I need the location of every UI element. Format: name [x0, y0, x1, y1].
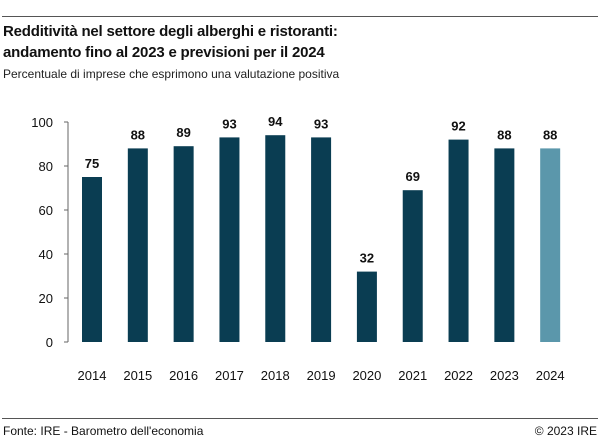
- value-labels: 75 88 89 93 94 93 32 69 92 88 88: [85, 114, 558, 265]
- bottom-rule: [2, 418, 598, 419]
- x-tick-label-2022: 2022: [444, 368, 473, 383]
- y-tick-label: 80: [39, 159, 53, 174]
- x-tick-label-2016: 2016: [169, 368, 198, 383]
- chart-title: Redditività nel settore degli alberghi e…: [3, 21, 338, 63]
- x-tick-label-2014: 2014: [78, 368, 107, 383]
- bar-2021: [402, 190, 423, 342]
- y-tick-label: 40: [39, 247, 53, 262]
- y-tick-label: 60: [39, 203, 53, 218]
- bar-2019: [311, 137, 332, 342]
- value-label-2014: 75: [85, 156, 99, 171]
- chart-subtitle: Percentuale di imprese che esprimono una…: [3, 67, 340, 81]
- x-tick-label-2024: 2024: [536, 368, 565, 383]
- y-axis: 0 20 40 60 80 100: [31, 115, 69, 350]
- bar-series: [82, 135, 561, 342]
- y-tick-label: 0: [46, 335, 53, 350]
- chart-title-line-2: andamento fino al 2023 e previsioni per …: [3, 44, 325, 61]
- y-tick-label: 20: [39, 291, 53, 306]
- value-label-2022: 92: [451, 119, 465, 134]
- source-note: Fonte: IRE - Barometro dell'economia: [3, 424, 204, 438]
- x-tick-label-2023: 2023: [490, 368, 519, 383]
- top-rule: [2, 16, 598, 17]
- copyright-note: © 2023 IRE: [534, 424, 597, 438]
- bar-2016: [173, 146, 194, 342]
- value-label-2024: 88: [543, 127, 557, 142]
- x-tick-label-2017: 2017: [215, 368, 244, 383]
- bar-2023: [494, 148, 515, 342]
- value-label-2016: 89: [176, 125, 190, 140]
- chart-title-line-1: Redditività nel settore degli alberghi e…: [3, 23, 338, 40]
- x-tick-label-2015: 2015: [123, 368, 152, 383]
- value-label-2017: 93: [222, 116, 236, 131]
- x-axis: 2014 2015 2016 2017 2018 2019 2020 2021 2022 2023…: [78, 368, 565, 383]
- value-label-2018: 94: [268, 114, 283, 129]
- bar-2018: [265, 135, 286, 342]
- y-tick-label: 100: [31, 115, 53, 130]
- value-label-2019: 93: [314, 116, 328, 131]
- bar-2022: [448, 139, 469, 342]
- bar-2024: [540, 148, 561, 342]
- bar-2014: [82, 177, 102, 342]
- value-label-2021: 69: [405, 169, 419, 184]
- value-label-2015: 88: [131, 127, 145, 142]
- value-label-2020: 32: [360, 251, 374, 266]
- x-tick-label-2019: 2019: [307, 368, 336, 383]
- bar-2017: [219, 137, 240, 342]
- bar-2020: [356, 271, 377, 342]
- x-tick-label-2018: 2018: [261, 368, 290, 383]
- x-tick-label-2021: 2021: [398, 368, 427, 383]
- bar-2015: [127, 148, 148, 342]
- x-tick-label-2020: 2020: [352, 368, 381, 383]
- value-label-2023: 88: [497, 127, 511, 142]
